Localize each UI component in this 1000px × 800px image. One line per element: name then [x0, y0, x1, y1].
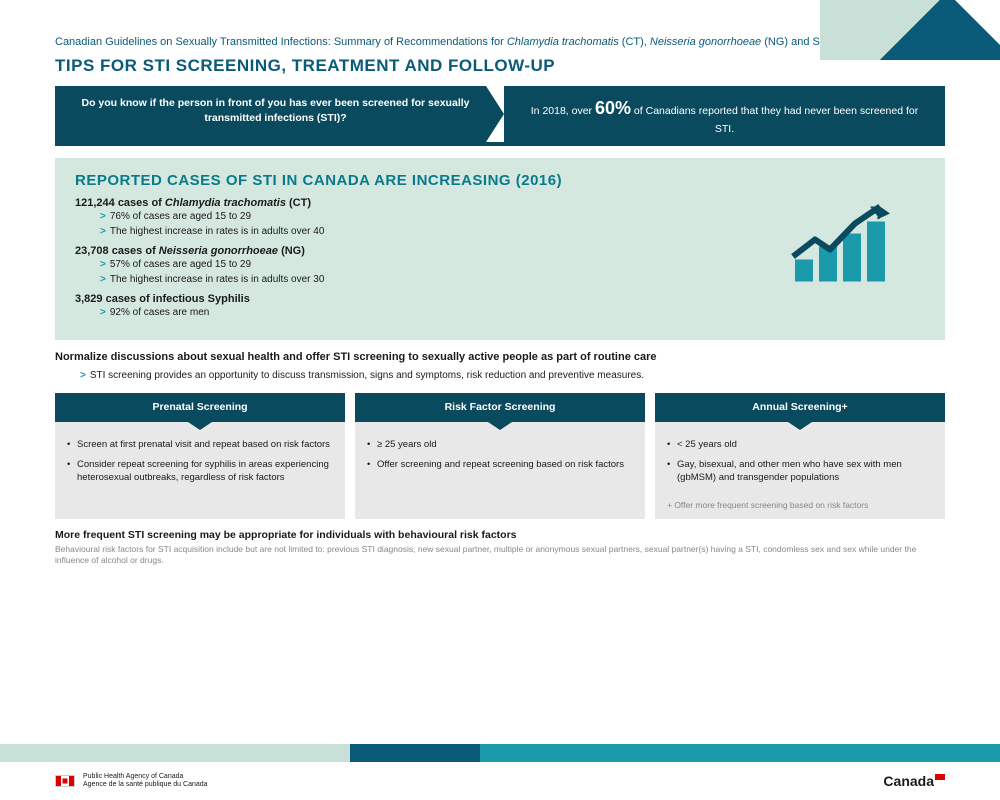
- frequent-text: Behavioural risk factors for STI acquisi…: [55, 544, 945, 566]
- subtitle: Canadian Guidelines on Sexually Transmit…: [55, 35, 945, 50]
- footer: Public Health Agency of Canada Agence de…: [0, 762, 1000, 800]
- card-item: Gay, bisexual, and other men who have se…: [667, 458, 933, 485]
- card-footnote: + Offer more frequent screening based on…: [655, 500, 945, 519]
- agency-en: Public Health Agency of Canada: [83, 773, 208, 781]
- subtitle-mid1: (CT),: [619, 36, 650, 48]
- card-item: Screen at first prenatal visit and repea…: [67, 438, 333, 451]
- card-item: < 25 years old: [667, 438, 933, 451]
- card-title: Risk Factor Screening: [355, 393, 645, 423]
- agency-name: Public Health Agency of Canada Agence de…: [83, 773, 208, 790]
- screening-card: Prenatal Screening Screen at first prenat…: [55, 393, 345, 520]
- banner-right-big: 60%: [595, 98, 631, 118]
- page-title: TIPS FOR STI SCREENING, TREATMENT AND FO…: [55, 56, 945, 76]
- agency-fr: Agence de la santé publique du Canada: [83, 781, 208, 789]
- card-title: Annual Screening+: [655, 393, 945, 423]
- normalize-sub: > STI screening provides an opportunity t…: [55, 369, 945, 383]
- subtitle-it2: Neisseria gonorrhoeae: [650, 36, 761, 48]
- card-body: < 25 years old Gay, bisexual, and other m…: [655, 422, 945, 500]
- banner-stat: In 2018, over 60% of Canadians reported …: [504, 86, 945, 146]
- banner-right-pre: In 2018, over: [531, 105, 595, 117]
- wordmark-text: Canada: [883, 773, 934, 789]
- footer-left: Public Health Agency of Canada Agence de…: [55, 773, 208, 790]
- top-corner-triangle: [955, 0, 1000, 45]
- arrow-icon: >: [80, 370, 86, 381]
- canada-flag-icon: [55, 775, 75, 787]
- frequent-title: More frequent STI screening may be appro…: [55, 529, 945, 541]
- normalize-title: Normalize discussions about sexual healt…: [55, 350, 945, 364]
- stats-section: REPORTED CASES OF STI IN CANADA ARE INCR…: [55, 158, 945, 340]
- normalize-sub-text: STI screening provides an opportunity to…: [90, 370, 644, 381]
- screening-card: Annual Screening+ < 25 years old Gay, bise…: [655, 393, 945, 520]
- growth-chart-icon: [785, 202, 895, 297]
- canada-wordmark: Canada: [883, 773, 945, 789]
- footer-stripe: [0, 744, 1000, 762]
- main-content: Canadian Guidelines on Sexually Transmit…: [0, 0, 1000, 576]
- banner-right-post: of Canadians reported that they had neve…: [631, 105, 918, 134]
- wordmark-flag-icon: [935, 774, 945, 780]
- card-body: ≥ 25 years old Offer screening and repeat…: [355, 422, 645, 487]
- screening-card: Risk Factor Screening ≥ 25 years old Offer…: [355, 393, 645, 520]
- card-body: Screen at first prenatal visit and repea…: [55, 422, 345, 500]
- stat-group: 3,829 cases of infectious Syphilis>92% o…: [75, 293, 925, 320]
- card-item: Offer screening and repeat screening bas…: [367, 458, 633, 471]
- stat-banner: Do you know if the person in front of yo…: [55, 86, 945, 146]
- banner-arrow-icon: [486, 86, 504, 142]
- screening-cards: Prenatal Screening Screen at first prenat…: [55, 393, 945, 520]
- banner-question: Do you know if the person in front of yo…: [55, 86, 486, 146]
- subtitle-pre: Canadian Guidelines on Sexually Transmit…: [55, 36, 507, 48]
- card-item: Consider repeat screening for syphilis i…: [67, 458, 333, 485]
- card-title: Prenatal Screening: [55, 393, 345, 423]
- stat-bullet: >92% of cases are men: [75, 305, 925, 320]
- card-item: ≥ 25 years old: [367, 438, 633, 451]
- stats-title: REPORTED CASES OF STI IN CANADA ARE INCR…: [75, 172, 925, 189]
- subtitle-it1: Chlamydia trachomatis: [507, 36, 619, 48]
